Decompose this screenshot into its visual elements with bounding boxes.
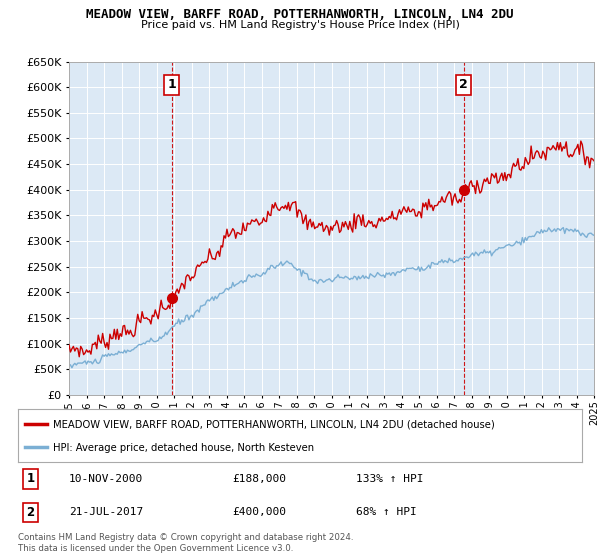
Text: Price paid vs. HM Land Registry's House Price Index (HPI): Price paid vs. HM Land Registry's House … — [140, 20, 460, 30]
Text: 68% ↑ HPI: 68% ↑ HPI — [356, 507, 417, 517]
Text: 133% ↑ HPI: 133% ↑ HPI — [356, 474, 424, 484]
Text: 10-NOV-2000: 10-NOV-2000 — [69, 474, 143, 484]
Text: Contains HM Land Registry data © Crown copyright and database right 2024.
This d: Contains HM Land Registry data © Crown c… — [18, 533, 353, 553]
Text: £188,000: £188,000 — [232, 474, 286, 484]
Text: MEADOW VIEW, BARFF ROAD, POTTERHANWORTH, LINCOLN, LN4 2DU: MEADOW VIEW, BARFF ROAD, POTTERHANWORTH,… — [86, 8, 514, 21]
Text: 1: 1 — [167, 78, 176, 91]
Text: 21-JUL-2017: 21-JUL-2017 — [69, 507, 143, 517]
Text: 1: 1 — [26, 473, 34, 486]
Text: 2: 2 — [459, 78, 468, 91]
Text: £400,000: £400,000 — [232, 507, 286, 517]
Text: 2: 2 — [26, 506, 34, 519]
Text: MEADOW VIEW, BARFF ROAD, POTTERHANWORTH, LINCOLN, LN4 2DU (detached house): MEADOW VIEW, BARFF ROAD, POTTERHANWORTH,… — [53, 420, 495, 430]
Text: HPI: Average price, detached house, North Kesteven: HPI: Average price, detached house, Nort… — [53, 443, 314, 453]
